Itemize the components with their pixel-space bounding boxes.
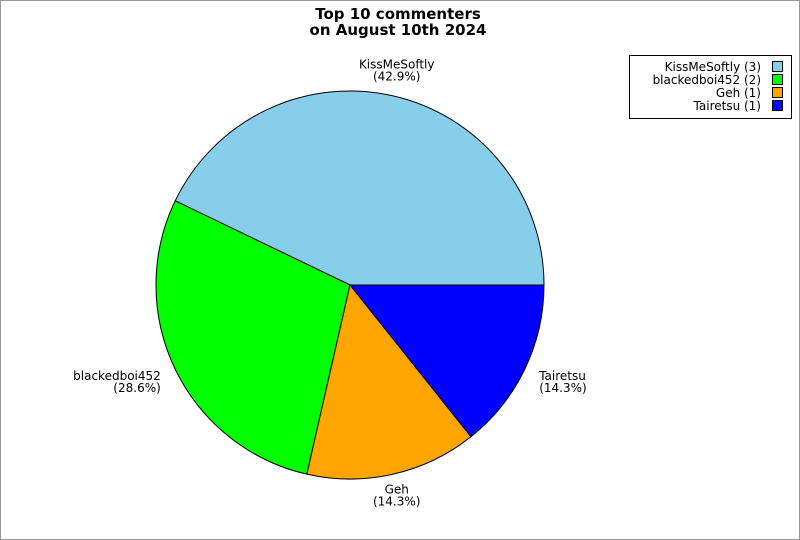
- slice-value-label: (28.6%): [113, 381, 160, 395]
- slice-label: KissMeSoftly: [359, 57, 435, 71]
- chart-title: Top 10 commenters: [315, 5, 481, 23]
- slice-value-label: (14.3%): [539, 381, 586, 395]
- legend-swatch: [772, 74, 783, 85]
- slice-label: Tairetsu: [538, 369, 586, 383]
- chart-title: on August 10th 2024: [310, 21, 487, 39]
- slice-value-label: (14.3%): [373, 495, 420, 509]
- legend-label: Tairetsu (1): [693, 99, 761, 113]
- slice-label: blackedboi452: [73, 369, 161, 383]
- slice-value-label: (42.9%): [373, 69, 420, 83]
- pie-slice: [348, 284, 545, 438]
- legend-swatch: [772, 87, 783, 98]
- legend-box: [629, 55, 792, 119]
- pie-slice: [306, 283, 472, 480]
- legend-label: KissMeSoftly (3): [665, 60, 761, 74]
- legend-swatch: [772, 100, 783, 111]
- legend-label: blackedboi452 (2): [653, 73, 761, 87]
- pie-slice: [155, 200, 351, 475]
- slice-label: Geh: [385, 483, 409, 497]
- legend-swatch: [772, 61, 783, 72]
- legend-label: Geh (1): [716, 86, 761, 100]
- pie-slice: [174, 90, 545, 286]
